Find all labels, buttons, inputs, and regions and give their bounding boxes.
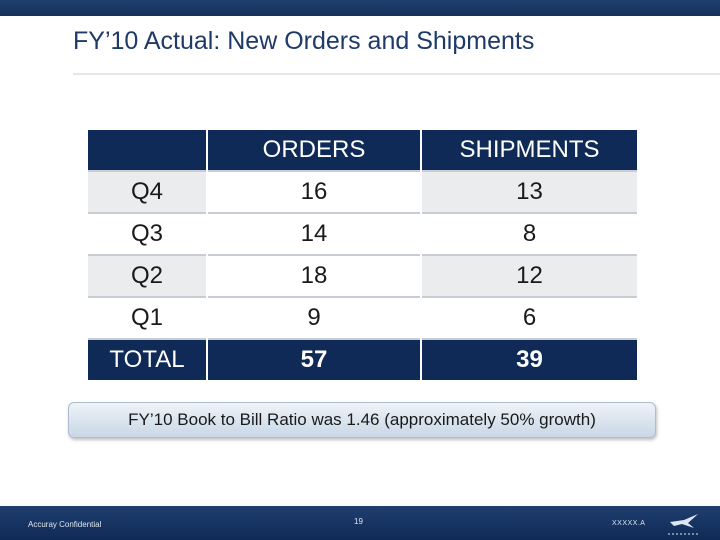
footer-bar: Accuray Confidential 19 XXXXX.A bbox=[0, 506, 720, 540]
table-row: Q4 16 13 bbox=[88, 170, 637, 212]
total-shipments: 39 bbox=[422, 338, 637, 380]
shipments-value: 6 bbox=[422, 296, 637, 338]
shipments-value: 13 bbox=[422, 170, 637, 212]
shipments-value: 12 bbox=[422, 254, 637, 296]
table-row: Q2 18 12 bbox=[88, 254, 637, 296]
row-label: Q4 bbox=[88, 170, 206, 212]
table-total-row: TOTAL 57 39 bbox=[88, 338, 637, 380]
document-code: XXXXX.A bbox=[612, 520, 646, 527]
confidential-label: Accuray Confidential bbox=[28, 520, 102, 529]
table-row: Q1 9 6 bbox=[88, 296, 637, 338]
orders-value: 9 bbox=[208, 296, 420, 338]
book-to-bill-callout: FY’10 Book to Bill Ratio was 1.46 (appro… bbox=[68, 402, 656, 438]
total-label: TOTAL bbox=[88, 338, 206, 380]
top-bar bbox=[0, 0, 720, 16]
header-orders: ORDERS bbox=[208, 130, 420, 170]
slide-title: FY’10 Actual: New Orders and Shipments bbox=[73, 27, 535, 55]
shipments-value: 8 bbox=[422, 212, 637, 254]
row-label: Q2 bbox=[88, 254, 206, 296]
table-header-row: ORDERS SHIPMENTS bbox=[88, 130, 637, 170]
callout-text: FY’10 Book to Bill Ratio was 1.46 (appro… bbox=[128, 410, 596, 429]
row-label: Q1 bbox=[88, 296, 206, 338]
page-number: 19 bbox=[354, 517, 363, 526]
title-divider bbox=[73, 73, 720, 75]
total-orders: 57 bbox=[208, 338, 420, 380]
table-row: Q3 14 8 bbox=[88, 212, 637, 254]
row-label: Q3 bbox=[88, 212, 206, 254]
orders-value: 18 bbox=[208, 254, 420, 296]
company-logo-icon bbox=[668, 514, 700, 535]
orders-value: 14 bbox=[208, 212, 420, 254]
orders-shipments-table: ORDERS SHIPMENTS Q4 16 13 Q3 14 8 Q2 18 … bbox=[88, 130, 637, 380]
orders-value: 16 bbox=[208, 170, 420, 212]
header-blank-cell bbox=[88, 130, 206, 170]
header-shipments: SHIPMENTS bbox=[422, 130, 637, 170]
